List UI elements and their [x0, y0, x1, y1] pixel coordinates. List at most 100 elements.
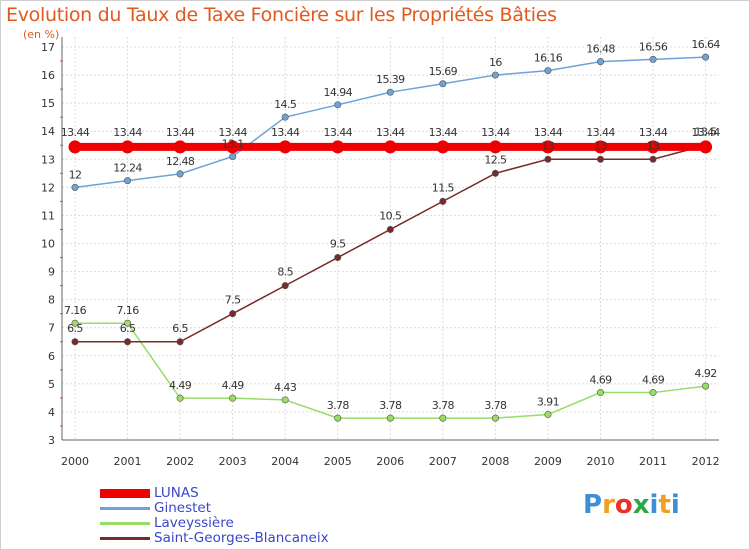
logo-letter: i: [649, 490, 659, 520]
x-tick-label: 2006: [376, 455, 404, 468]
data-label: 13.44: [166, 126, 195, 139]
data-point: [124, 338, 132, 346]
y-tick-label: 11: [41, 209, 55, 222]
data-point: [334, 101, 342, 109]
legend-swatch-lunas: [100, 489, 150, 498]
data-label: 3.78: [484, 399, 507, 412]
data-label: 12.5: [484, 153, 507, 166]
data-point: [176, 394, 184, 402]
data-point: [439, 80, 447, 88]
x-tick-label: 2012: [692, 455, 720, 468]
legend-item-saint-georges: Saint-Georges-Blancaneix: [100, 530, 400, 546]
y-tick-label: 10: [41, 238, 55, 251]
data-label: 13.44: [271, 126, 300, 139]
y-tick-label: 13: [41, 153, 55, 166]
x-tick-label: 2001: [114, 455, 142, 468]
data-point: [176, 338, 184, 346]
data-point: [646, 140, 660, 154]
logo-letter: t: [658, 490, 671, 520]
data-point: [281, 396, 289, 404]
data-label: 7.16: [117, 304, 140, 317]
data-label: 3.78: [327, 399, 350, 412]
data-point: [491, 414, 499, 422]
data-point: [229, 394, 237, 402]
data-label: 4.92: [695, 367, 717, 380]
y-tick-label: 3: [48, 434, 55, 447]
x-tick-label: 2003: [219, 455, 247, 468]
x-tick-label: 2007: [429, 455, 457, 468]
data-point: [544, 155, 552, 163]
data-point: [439, 414, 447, 422]
data-label: 15.69: [429, 65, 458, 78]
unit-label: (en %): [23, 28, 60, 41]
y-tick-label: 17: [41, 41, 55, 54]
data-point: [702, 53, 710, 61]
data-label: 13.44: [586, 126, 615, 139]
legend-item-lunas: LUNAS: [100, 485, 400, 501]
data-point: [121, 140, 135, 154]
data-point: [68, 140, 82, 154]
data-label: 3.78: [379, 399, 402, 412]
data-label: 4.49: [169, 379, 192, 392]
logo-letter: o: [614, 490, 633, 520]
data-label: 16.16: [534, 52, 563, 65]
data-label: 13: [594, 139, 607, 152]
data-label: 4.43: [274, 381, 297, 394]
data-label: 13.44: [481, 126, 510, 139]
data-label: 13.44: [376, 126, 405, 139]
data-label: 16.48: [586, 43, 615, 56]
proxiti-logo: Proxiti: [583, 490, 680, 520]
data-label: 6.5: [67, 322, 83, 335]
data-label: 7.5: [225, 294, 241, 307]
data-point: [331, 140, 345, 154]
legend-label: Ginestet: [154, 500, 211, 516]
data-label: 8.5: [277, 266, 293, 279]
data-point: [124, 319, 132, 327]
data-point: [491, 169, 499, 177]
data-point: [229, 152, 237, 160]
data-label: 14.94: [324, 86, 353, 99]
data-label: 3.78: [432, 399, 455, 412]
data-point: [594, 140, 607, 154]
data-point: [226, 140, 240, 154]
data-point: [281, 282, 289, 290]
y-tick-label: 14: [41, 125, 55, 138]
data-point: [439, 197, 447, 205]
data-label: 16.64: [691, 38, 720, 51]
y-tick-label: 9: [48, 266, 55, 279]
data-point: [649, 155, 657, 163]
data-label: 13.5: [695, 125, 718, 138]
y-tick-label: 5: [48, 378, 55, 391]
data-label: 14.5: [274, 98, 297, 111]
data-point: [281, 113, 289, 121]
data-label: 13.44: [113, 126, 142, 139]
data-label: 16: [489, 56, 502, 69]
legend-label: Saint-Georges-Blancaneix: [154, 530, 329, 546]
chart-title: Evolution du Taux de Taxe Foncière sur l…: [6, 4, 557, 26]
x-tick-label: 2004: [271, 455, 299, 468]
data-point: [386, 88, 394, 96]
data-point: [649, 55, 657, 63]
x-tick-label: 2011: [639, 455, 667, 468]
data-label: 13: [647, 139, 660, 152]
y-tick-label: 15: [41, 97, 55, 110]
data-point: [278, 140, 292, 154]
data-label: 13.1: [222, 137, 244, 150]
data-point: [544, 410, 552, 418]
x-tick-label: 2009: [534, 455, 562, 468]
x-tick-label: 2002: [166, 455, 194, 468]
data-label: 13: [542, 139, 555, 152]
data-point: [544, 67, 552, 75]
data-point: [334, 254, 342, 262]
logo-letter: P: [583, 490, 603, 520]
legend: LUNAS Ginestet Laveyssière Saint-Georges…: [100, 485, 400, 546]
y-tick-label: 7: [48, 322, 55, 335]
data-label: 16.56: [639, 40, 668, 53]
legend-label: LUNAS: [154, 485, 199, 501]
data-label: 13.44: [639, 126, 668, 139]
data-label: 4.69: [589, 374, 612, 387]
data-label: 3.91: [537, 395, 559, 408]
data-point: [124, 177, 132, 185]
data-label: 4.49: [222, 379, 245, 392]
